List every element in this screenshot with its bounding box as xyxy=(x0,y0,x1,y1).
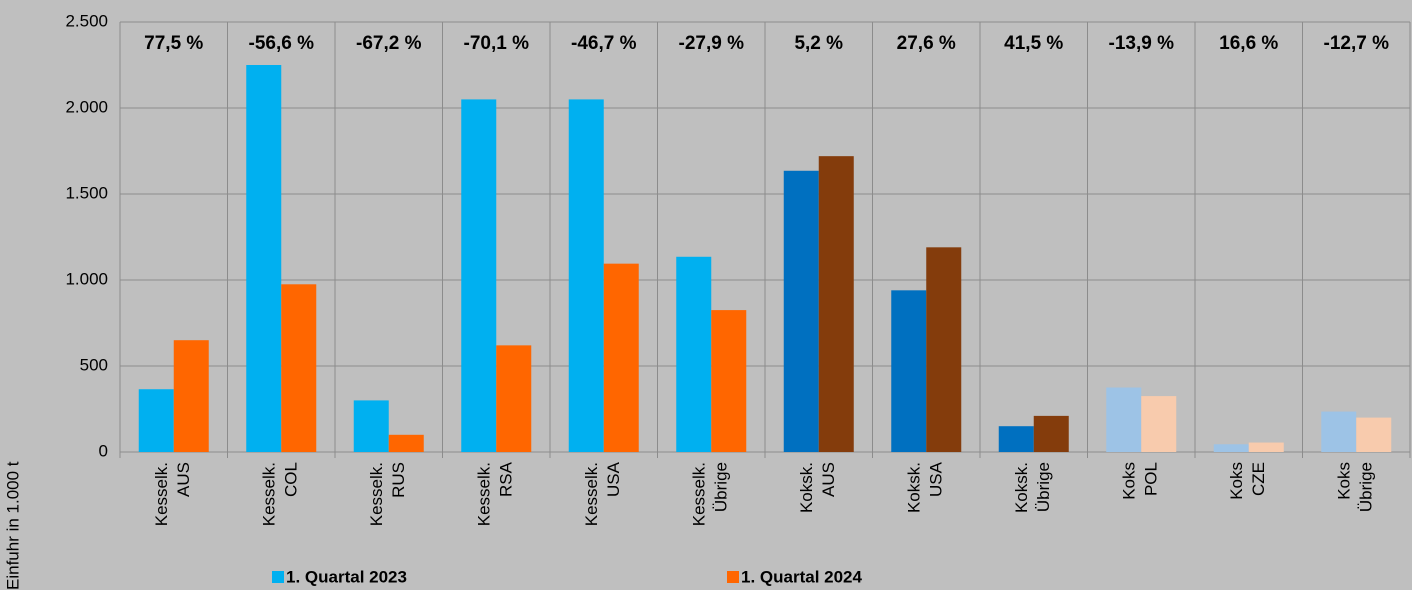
legend-swatch xyxy=(727,571,739,583)
x-tick-label: POL xyxy=(1142,462,1161,496)
legend-label: 1. Quartal 2024 xyxy=(741,567,863,586)
bar xyxy=(281,284,317,452)
annotation: 41,5 % xyxy=(1004,33,1063,54)
x-tick-label: USA xyxy=(927,461,946,497)
x-tick-label: Übrige xyxy=(1034,462,1053,512)
x-tick-label: RUS xyxy=(389,462,408,498)
bar xyxy=(353,400,389,452)
bar xyxy=(926,247,962,452)
annotation: -27,9 % xyxy=(679,33,745,54)
x-tick-label: Koksk. xyxy=(905,462,924,513)
y-tick-label: 1.000 xyxy=(65,269,108,288)
bar xyxy=(246,65,282,452)
x-tick-label: Kesselk. xyxy=(690,462,709,526)
bar xyxy=(891,290,927,452)
annotation: -12,7 % xyxy=(1324,33,1390,54)
x-tick-label: COL xyxy=(282,462,301,497)
y-tick-label: 2.500 xyxy=(65,11,108,30)
x-tick-label: USA xyxy=(604,461,623,497)
bar xyxy=(1141,396,1177,452)
x-tick-label: Kesselk. xyxy=(582,462,601,526)
x-tick-label: Koksk. xyxy=(1012,462,1031,513)
x-tick-label: Koks xyxy=(1120,462,1139,500)
annotation: -13,9 % xyxy=(1109,33,1175,54)
bar xyxy=(496,345,532,452)
bar xyxy=(603,263,639,452)
bar xyxy=(818,156,854,452)
annotation: 5,2 % xyxy=(794,33,843,54)
bar xyxy=(998,426,1034,452)
y-tick-label: 1.500 xyxy=(65,183,108,202)
x-tick-label: AUS xyxy=(819,462,838,497)
y-tick-label: 500 xyxy=(80,355,108,374)
bar xyxy=(1033,415,1069,452)
bar xyxy=(1248,442,1284,452)
bar xyxy=(783,170,819,452)
bar xyxy=(461,99,497,453)
annotation: -67,2 % xyxy=(356,33,422,54)
annotation: -46,7 % xyxy=(571,33,637,54)
x-tick-label: AUS xyxy=(174,462,193,497)
y-tick-label: 0 xyxy=(99,441,108,460)
x-tick-label: RSA xyxy=(497,461,516,497)
annotation: -56,6 % xyxy=(249,33,315,54)
bar xyxy=(388,434,424,452)
y-axis-label: Einfuhr in 1.000 t xyxy=(3,461,22,590)
x-tick-label: Kesselk. xyxy=(152,462,171,526)
x-tick-label: Koks xyxy=(1227,462,1246,500)
legend-label: 1. Quartal 2023 xyxy=(286,567,407,586)
bar xyxy=(711,310,747,452)
bar xyxy=(1106,387,1142,452)
bar xyxy=(138,389,174,452)
bar xyxy=(568,99,604,453)
annotation: 16,6 % xyxy=(1219,33,1278,54)
annotation: 77,5 % xyxy=(144,33,203,54)
x-tick-label: CZE xyxy=(1249,462,1268,496)
bar xyxy=(1213,444,1249,452)
x-tick-label: Kesselk. xyxy=(475,462,494,526)
x-tick-label: Übrige xyxy=(712,462,731,512)
bar xyxy=(676,256,712,452)
bar xyxy=(1321,411,1357,452)
bar xyxy=(173,340,209,452)
x-tick-label: Kesselk. xyxy=(260,462,279,526)
y-tick-label: 2.000 xyxy=(65,97,108,116)
x-tick-label: Kesselk. xyxy=(367,462,386,526)
legend-swatch xyxy=(272,571,284,583)
x-tick-label: Koksk. xyxy=(797,462,816,513)
annotation: -70,1 % xyxy=(464,33,530,54)
bar xyxy=(1356,417,1392,452)
annotation: 27,6 % xyxy=(897,33,956,54)
x-tick-label: Übrige xyxy=(1357,462,1376,512)
x-tick-label: Koks xyxy=(1335,462,1354,500)
